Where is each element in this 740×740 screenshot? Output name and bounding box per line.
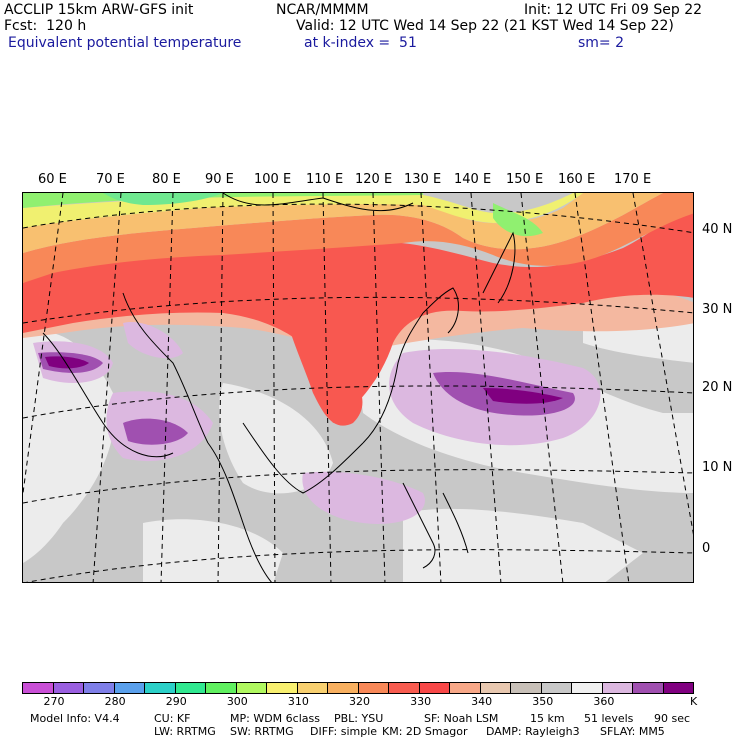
footer-km: KM: 2D Smagor: [382, 725, 468, 738]
footer-sf: SF: Noah LSM: [424, 712, 499, 725]
init-time: Init: 12 UTC Fri 09 Sep 22: [524, 2, 703, 18]
colorbar-tick-label: 300: [226, 695, 248, 708]
colorbar-swatch: [84, 683, 115, 693]
footer-cu: CU: KF: [154, 712, 191, 725]
colorbar-swatch: [541, 683, 572, 693]
footer-resolution: 15 km: [530, 712, 565, 725]
colorbar-swatch: [297, 683, 328, 693]
model-title: ACCLIP 15km ARW-GFS init: [4, 2, 194, 18]
colorbar-swatch: [236, 683, 267, 693]
colorbar-tick-label: 280: [104, 695, 126, 708]
footer-sflay: SFLAY: MM5: [600, 725, 665, 738]
lon-label: 60 E: [38, 172, 67, 187]
lon-label: 80 E: [152, 172, 181, 187]
colorbar-unit: K: [690, 695, 698, 708]
colorbar-tick-label: 320: [349, 695, 370, 708]
colorbar-swatch: [450, 683, 481, 693]
colorbar-swatch: [572, 683, 603, 693]
lon-label: 90 E: [205, 172, 234, 187]
colorbar-swatch: [511, 683, 542, 693]
colorbar-swatch: [358, 683, 389, 693]
lat-label: 30 N: [702, 302, 733, 317]
footer-diff: DIFF: simple: [310, 725, 378, 738]
colorbar-swatch: [23, 683, 54, 693]
lat-label: 40 N: [702, 222, 733, 237]
smoothing: sm= 2: [578, 35, 625, 51]
footer-damp: DAMP: Rayleigh3: [486, 725, 580, 738]
map-graphic: [23, 193, 693, 582]
colorbar-tick-label: 270: [43, 695, 65, 708]
colorbar-swatch: [114, 683, 145, 693]
lon-label: 150 E: [506, 172, 544, 187]
colorbar-swatch: [602, 683, 633, 693]
lon-label: 70 E: [96, 172, 125, 187]
colorbar-tick-label: 310: [287, 695, 309, 708]
forecast-hour: Fcst: 120 h: [4, 18, 87, 34]
colorbar-tick-label: 330: [410, 695, 432, 708]
colorbar-swatch: [267, 683, 298, 693]
lon-label: 110 E: [306, 172, 344, 187]
colorbar-swatch: [419, 683, 450, 693]
colorbar-swatch: [145, 683, 176, 693]
colorbar: [22, 682, 694, 694]
colorbar-swatch: [389, 683, 420, 693]
lon-label: 130 E: [404, 172, 442, 187]
lon-label: 100 E: [254, 172, 292, 187]
footer-sw: SW: RRTMG: [230, 725, 294, 738]
colorbar-tick-label: 290: [165, 695, 187, 708]
lat-label: 10 N: [702, 460, 733, 475]
footer-lw: LW: RRTMG: [154, 725, 216, 738]
colorbar-tick-label: 350: [532, 695, 554, 708]
lon-label: 140 E: [454, 172, 492, 187]
lat-label: 0: [702, 541, 711, 556]
footer-timestep: 90 sec: [654, 712, 691, 725]
colorbar-swatch: [53, 683, 84, 693]
colorbar-tick-label: 360: [593, 695, 615, 708]
lon-label: 160 E: [558, 172, 596, 187]
level-index: at k-index = 51: [304, 35, 417, 51]
center-name: NCAR/MMMM: [276, 2, 369, 18]
footer-mp: MP: WDM 6class: [230, 712, 320, 725]
colorbar-swatch: [175, 683, 206, 693]
footer-pbl: PBL: YSU: [334, 712, 384, 725]
valid-time: Valid: 12 UTC Wed 14 Sep 22 (21 KST Wed …: [296, 18, 674, 34]
colorbar-tick-label: 340: [471, 695, 493, 708]
lon-label: 120 E: [355, 172, 393, 187]
field-name: Equivalent potential temperature: [8, 35, 242, 51]
lat-label: 20 N: [702, 380, 733, 395]
colorbar-swatch: [480, 683, 511, 693]
footer-levels: 51 levels: [584, 712, 634, 725]
colorbar-swatch: [633, 683, 664, 693]
theta-e-map: [22, 192, 694, 583]
colorbar-swatch: [663, 683, 693, 693]
lon-label: 170 E: [614, 172, 652, 187]
colorbar-swatch: [328, 683, 359, 693]
footer-model-info: Model Info: V4.4: [30, 712, 120, 725]
colorbar-swatch: [206, 683, 237, 693]
